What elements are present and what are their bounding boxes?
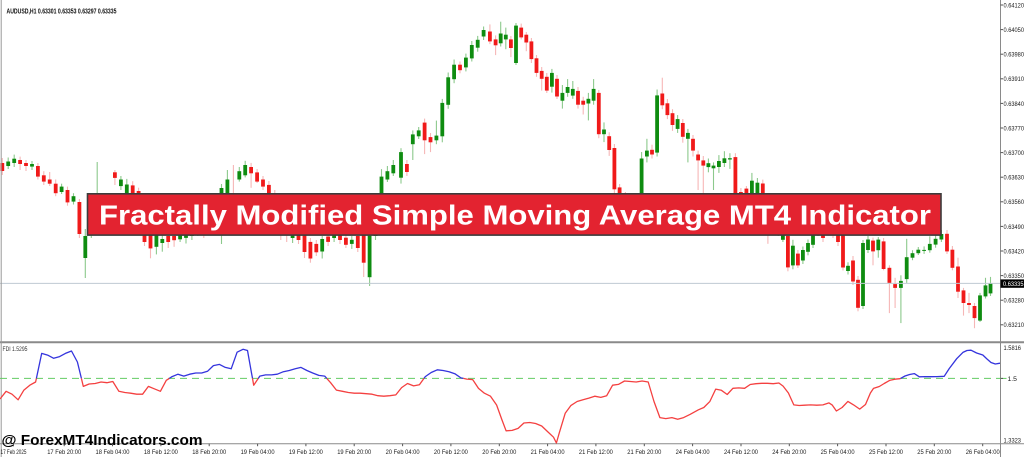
svg-text:0.63335: 0.63335: [1003, 281, 1024, 288]
svg-text:0.63770: 0.63770: [1004, 125, 1024, 132]
svg-text:19 Feb 04:00: 19 Feb 04:00: [241, 449, 275, 456]
svg-text:18 Feb 04:00: 18 Feb 04:00: [96, 449, 130, 456]
svg-text:25 Feb 12:00: 25 Feb 12:00: [869, 449, 903, 456]
svg-text:1.5816: 1.5816: [1004, 345, 1022, 352]
svg-text:0.64050: 0.64050: [1004, 27, 1024, 34]
svg-text:0.63420: 0.63420: [1004, 248, 1024, 255]
svg-text:21 Feb 04:00: 21 Feb 04:00: [531, 449, 565, 456]
svg-text:0.64120: 0.64120: [1004, 2, 1024, 9]
svg-text:@ ForexMT4Indicators.com: @ ForexMT4Indicators.com: [2, 433, 203, 449]
svg-text:26 Feb 04:00: 26 Feb 04:00: [966, 449, 1000, 456]
svg-text:FDI 1.5295: FDI 1.5295: [3, 346, 28, 353]
svg-text:25 Feb 04:00: 25 Feb 04:00: [821, 449, 855, 456]
svg-text:24 Feb 04:00: 24 Feb 04:00: [676, 449, 710, 456]
svg-text:20 Feb 20:00: 20 Feb 20:00: [482, 449, 516, 456]
svg-text:19 Feb 20:00: 19 Feb 20:00: [337, 449, 371, 456]
svg-text:19 Feb 12:00: 19 Feb 12:00: [289, 449, 323, 456]
svg-text:24 Feb 12:00: 24 Feb 12:00: [724, 449, 758, 456]
svg-text:0.63560: 0.63560: [1004, 199, 1024, 206]
svg-text:18 Feb 20:00: 18 Feb 20:00: [192, 449, 226, 456]
svg-text:17 Feb 20:00: 17 Feb 20:00: [47, 449, 81, 456]
svg-text:0.63490: 0.63490: [1004, 224, 1024, 231]
svg-text:1.3323: 1.3323: [1004, 437, 1022, 444]
svg-text:1.5: 1.5: [1008, 376, 1018, 383]
svg-text:21 Feb 20:00: 21 Feb 20:00: [627, 449, 661, 456]
svg-text:0.63210: 0.63210: [1004, 322, 1024, 329]
svg-text:20 Feb 04:00: 20 Feb 04:00: [386, 449, 420, 456]
svg-text:0.63980: 0.63980: [1004, 52, 1024, 59]
svg-text:0.63700: 0.63700: [1004, 150, 1024, 157]
svg-text:25 Feb 20:00: 25 Feb 20:00: [917, 449, 951, 456]
svg-text:0.63350: 0.63350: [1004, 273, 1024, 280]
svg-text:24 Feb 20:00: 24 Feb 20:00: [772, 449, 806, 456]
svg-text:AUDUSD,H1 0.63301 0.63353 0.6: AUDUSD,H1 0.63301 0.63353 0.63297 0.6333…: [7, 7, 117, 16]
svg-text:Fractally Modified Simple Movi: Fractally Modified Simple Moving Average…: [99, 200, 931, 231]
svg-text:0.63910: 0.63910: [1004, 76, 1024, 83]
svg-text:20 Feb 12:00: 20 Feb 12:00: [434, 449, 468, 456]
svg-text:21 Feb 12:00: 21 Feb 12:00: [579, 449, 613, 456]
svg-text:18 Feb 12:00: 18 Feb 12:00: [144, 449, 178, 456]
svg-text:0.63840: 0.63840: [1004, 101, 1024, 108]
svg-text:0.63280: 0.63280: [1004, 298, 1024, 305]
svg-text:0.63630: 0.63630: [1004, 175, 1024, 182]
svg-text:17 Feb 2025: 17 Feb 2025: [1, 449, 27, 456]
